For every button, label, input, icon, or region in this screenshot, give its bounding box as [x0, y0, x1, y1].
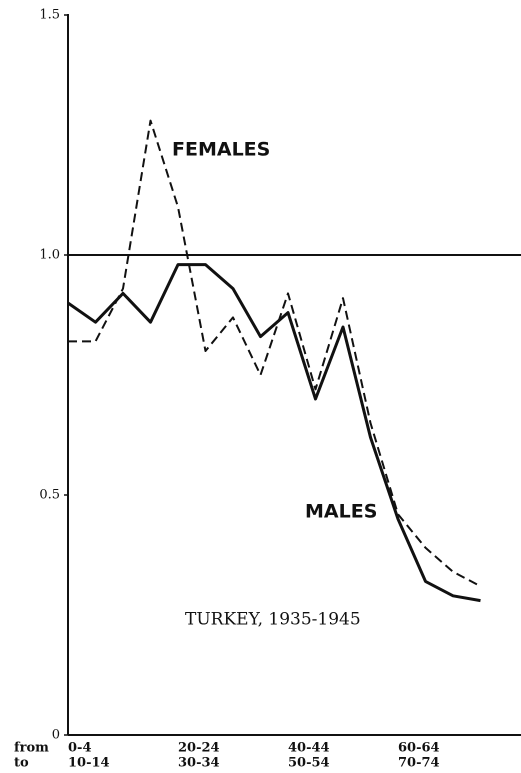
y-tick-label: 1.5	[39, 8, 60, 23]
row-label: from	[14, 741, 49, 756]
x-tick-label: 30-34	[178, 756, 220, 771]
x-tick-label: 50-54	[288, 756, 330, 771]
y-tick-label: 1.0	[39, 248, 60, 263]
x-tick-label: 60-64	[398, 741, 440, 756]
x-tick-label: 70-74	[398, 756, 440, 771]
x-tick-label: 0-4	[68, 741, 92, 756]
chart-title: TURKEY, 1935-1945	[185, 610, 361, 630]
y-tick-label: 0	[52, 728, 60, 743]
x-tick-label: 20-24	[178, 741, 220, 756]
series-line	[67, 263, 481, 603]
series-line	[68, 119, 481, 588]
y-tick-label: 0.5	[39, 488, 60, 503]
row-label: to	[14, 756, 29, 771]
series-label: FEMALES	[172, 139, 270, 161]
series-label: MALES	[305, 501, 377, 523]
x-tick-label: 40-44	[288, 741, 330, 756]
x-tick-label: 10-14	[68, 756, 110, 771]
